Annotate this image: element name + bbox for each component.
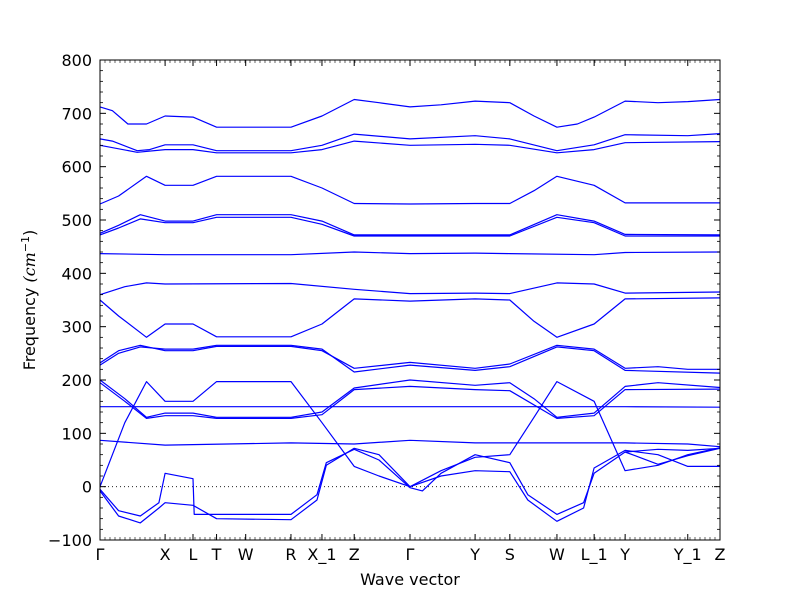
series-line-11 [99, 344, 721, 374]
y-axis-title-close: ) [20, 230, 39, 236]
y-tick-label: 100 [61, 424, 92, 443]
y-axis-ticks: −100 0 100 200 300 400 500 600 700 800 [48, 51, 720, 550]
series-line-19 [624, 447, 721, 465]
series-line-14 [100, 406, 721, 408]
x-tick-label: T [211, 545, 222, 564]
series-line-1 [99, 98, 721, 128]
series-line-10 [99, 344, 720, 370]
x-tick-label: L_1 [581, 545, 608, 565]
series-line-7 [99, 251, 721, 256]
x-tick-label: L [189, 545, 198, 564]
y-axis-title-unit: (cm [20, 252, 39, 282]
x-axis-ticks: Γ X L T W R X_1 Z Γ Y S W L_1 Y Y_1 Z [96, 60, 726, 565]
plot-frame [99, 59, 721, 541]
series-line-16 [99, 381, 721, 488]
series-line-12 [99, 379, 721, 418]
series-line-18 [99, 447, 720, 524]
x-tick-label: Y_1 [673, 545, 702, 565]
series-layer [99, 98, 721, 524]
series-line-15 [99, 439, 721, 448]
x-tick-label: Γ [406, 545, 415, 564]
x-tick-label: W [238, 545, 254, 564]
x-axis-title: Wave vector [360, 570, 460, 589]
y-tick-label: −100 [48, 531, 92, 550]
x-tick-label: R [285, 545, 296, 564]
y-tick-label: 300 [61, 318, 92, 337]
x-tick-label: Y [469, 545, 480, 564]
y-axis-title-exponent: −1 [19, 236, 32, 252]
series-line-5 [99, 214, 721, 236]
y-tick-label: 800 [61, 51, 92, 70]
series-line-13 [99, 382, 721, 419]
x-tick-label: S [505, 545, 515, 564]
series-line-8 [99, 282, 721, 296]
y-tick-label: 500 [61, 211, 92, 230]
x-tick-label: X [160, 545, 171, 564]
series-line-17 [99, 447, 721, 517]
series-line-2 [99, 133, 721, 152]
y-tick-label: 0 [82, 478, 92, 497]
series-line-9 [99, 297, 721, 338]
x-tick-label: Z [349, 545, 360, 564]
x-tick-label: Z [715, 545, 726, 564]
y-tick-label: 600 [61, 158, 92, 177]
x-tick-label: Y [619, 545, 630, 564]
x-tick-label: X_1 [307, 545, 336, 565]
y-tick-label: 700 [61, 104, 92, 123]
x-tick-label: W [549, 545, 565, 564]
series-line-3 [99, 140, 721, 154]
series-line-6 [99, 216, 720, 237]
y-tick-label: 200 [61, 371, 92, 390]
y-axis-title-text: Frequency [20, 283, 39, 371]
y-tick-label: 400 [61, 264, 92, 283]
y-axis-title: Frequency (cm−1) [19, 230, 39, 371]
series-line-4 [99, 175, 720, 205]
x-tick-label: Γ [96, 545, 105, 564]
